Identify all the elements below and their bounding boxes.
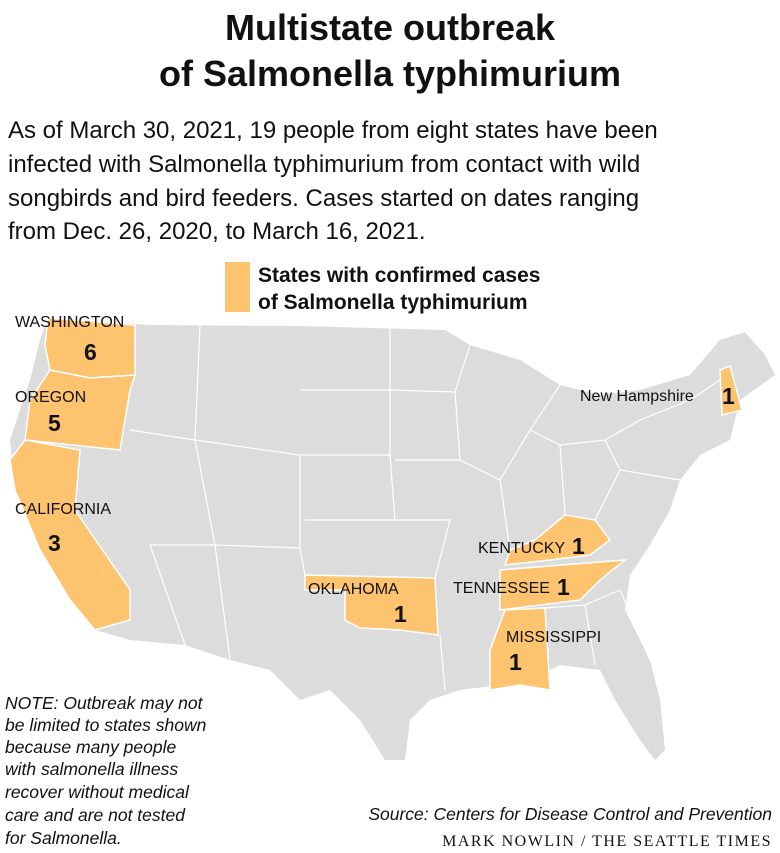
state-name: WASHINGTON — [15, 314, 124, 331]
legend-text: of Salmonella typhimurium — [258, 291, 528, 314]
case-count: 1 — [509, 649, 522, 675]
intro: from Dec. 26, 2020, to March 16, 2021. — [8, 218, 426, 245]
case-count: 3 — [48, 530, 61, 556]
state-name: MISSISSIPPI — [506, 629, 601, 646]
note: because many people — [5, 737, 176, 757]
note: with salmonella illness — [5, 759, 178, 779]
case-count: 6 — [84, 339, 97, 365]
title: Multistate outbreak — [225, 7, 556, 48]
case-count: 1 — [572, 533, 585, 559]
case-count: 1 — [722, 383, 735, 409]
note: recover without medical — [5, 782, 190, 802]
state-name: CALIFORNIA — [15, 501, 111, 518]
legend-swatch — [225, 262, 250, 312]
case-count: 5 — [48, 410, 61, 436]
state-name: KENTUCKY — [478, 540, 565, 557]
intro: As of March 30, 2021, 19 people from eig… — [8, 117, 658, 144]
case-count: 1 — [394, 601, 407, 627]
intro: infected with Salmonella typhimurium fro… — [8, 151, 640, 178]
note: care and are not tested — [5, 805, 186, 825]
case-count: 1 — [557, 574, 570, 600]
note: NOTE: Outbreak may not — [5, 693, 204, 713]
intro: songbirds and bird feeders. Cases starte… — [8, 185, 639, 212]
state-name: OKLAHOMA — [308, 581, 399, 598]
source: Source: Centers for Disease Control and … — [368, 804, 772, 824]
state-name: OREGON — [15, 389, 86, 406]
state-name: New Hampshire — [580, 388, 694, 405]
credit: MARK NOWLIN / THE SEATTLE TIMES — [442, 833, 772, 850]
title: of Salmonella typhimurium — [159, 53, 621, 94]
note: be limited to states shown — [5, 715, 206, 735]
us-map — [9, 317, 775, 760]
note: for Salmonella. — [5, 828, 122, 848]
legend-text: States with confirmed cases — [258, 264, 540, 287]
state-name: TENNESSEE — [453, 580, 550, 597]
